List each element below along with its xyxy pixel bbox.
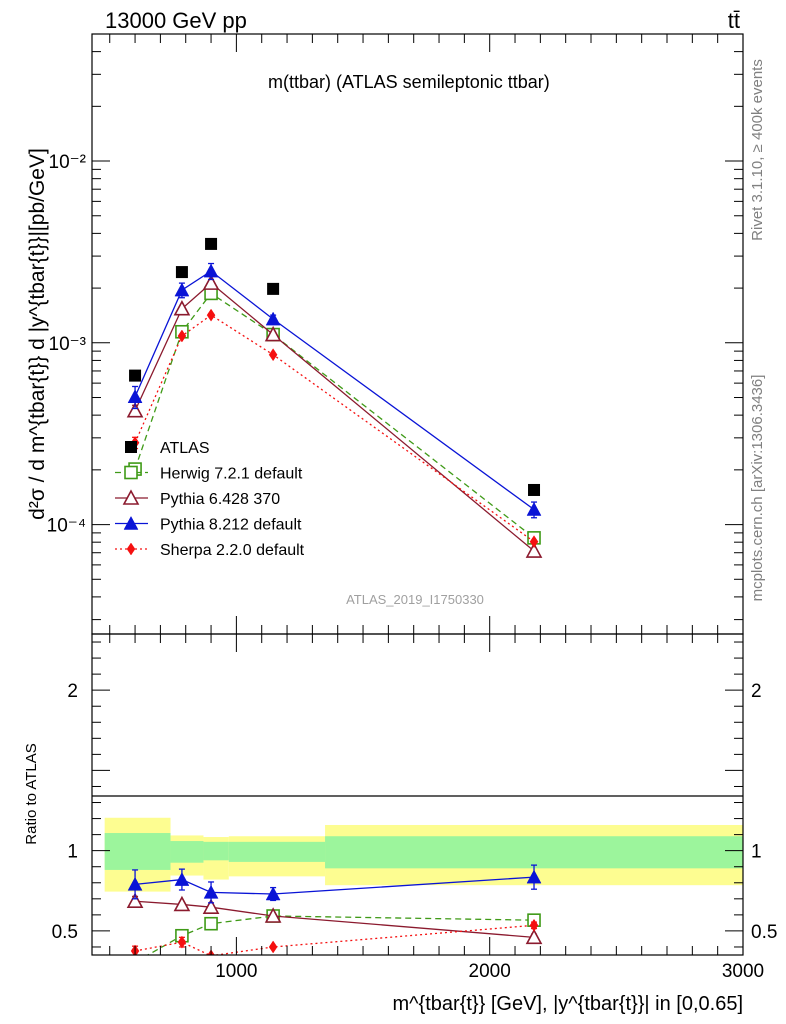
ratio-data-point — [526, 869, 542, 884]
legend-marker — [125, 441, 137, 453]
main-data-point — [268, 348, 278, 362]
legend-label: Herwig 7.2.1 default — [160, 466, 303, 483]
ratio-y-tick-label-right: 2 — [751, 681, 762, 702]
watermark: ATLAS_2019_I1750330 — [346, 592, 484, 607]
main-data-point — [203, 263, 219, 278]
ratio-data-point — [268, 940, 278, 954]
legend-label: ATLAS — [160, 440, 210, 457]
ratio-data-point — [126, 892, 144, 909]
main-data-point — [175, 266, 188, 279]
ratio-y-axis-label: Ratio to ATLAS — [23, 743, 40, 844]
ratio-data-point — [202, 898, 220, 914]
main-data-point — [264, 325, 282, 342]
x-tick-label: 1000 — [215, 961, 257, 982]
collision-label: 13000 GeV pp — [105, 8, 247, 33]
ratio-series-line — [135, 900, 535, 938]
legend-marker — [124, 465, 138, 480]
main-data-point — [126, 402, 144, 418]
legend-label: Sherpa 2.2.0 default — [160, 542, 305, 559]
main-series-2 — [126, 274, 543, 558]
x-tick-label: 2000 — [469, 961, 511, 982]
ratio-data-point — [204, 916, 218, 931]
legend-entry: ATLAS — [125, 440, 210, 457]
legend-label: Pythia 6.428 370 — [160, 491, 280, 508]
ratio-series-1 — [126, 892, 543, 945]
main-data-point — [174, 282, 190, 297]
x-axis-label: m^{tbar{t}} [GeV], |y^{tbar{t}}| in [0,0… — [393, 993, 744, 1015]
main-data-point — [129, 369, 142, 382]
main-series-4 — [130, 308, 539, 549]
uncertainty-band-green — [170, 841, 204, 863]
legend-marker — [122, 489, 140, 505]
legend-entry: Sherpa 2.2.0 default — [115, 542, 305, 559]
ratio-data-point — [174, 872, 190, 886]
main-series-3 — [127, 262, 542, 519]
ratio-panel: 2 2 1 1 0.5 0.5 1000 2000 3000 Ratio to ATLAS m^… — [23, 633, 777, 1015]
main-data-point — [267, 282, 280, 295]
uncertainty-band-green — [104, 833, 171, 870]
process-label: tt̄ — [728, 8, 740, 33]
main-data-point — [525, 542, 543, 558]
main-panel: 10⁻² 10⁻³ 10⁻⁴ d²σ / d m^{tbar{t}} d |y^{t… — [26, 33, 744, 635]
legend-marker — [126, 542, 136, 556]
legend-entry: Pythia 6.428 370 — [115, 489, 280, 508]
uncertainty-band-green — [325, 836, 743, 869]
ratio-y-tick-label: 2 — [67, 681, 78, 702]
uncertainty-band-green — [228, 841, 326, 862]
main-data-point — [205, 237, 218, 250]
main-data-point — [528, 483, 541, 496]
y-tick-label: 10⁻³ — [49, 334, 87, 355]
main-data-point — [265, 311, 281, 326]
chart-title: m(ttbar) (ATLAS semileptonic ttbar) — [268, 72, 550, 92]
side-label-bottom: mcplots.cern.ch [arXiv:1306.3436] — [749, 375, 766, 602]
legend-label: Pythia 8.212 default — [160, 517, 302, 534]
main-data-point — [206, 308, 216, 322]
y-tick-label: 10⁻² — [49, 152, 87, 173]
main-data-point — [202, 274, 220, 290]
main-data-point — [173, 300, 191, 316]
ratio-data-point — [264, 907, 282, 923]
ratio-y-tick-label-right: 1 — [751, 842, 762, 863]
ratio-data-point — [529, 918, 539, 932]
ratio-series-2 — [127, 864, 542, 904]
main-data-point — [529, 535, 539, 549]
main-data-point — [127, 389, 143, 403]
ratio-data-point — [127, 876, 143, 891]
ratio-data-point — [525, 928, 543, 945]
ratio-y-tick-label: 1 — [67, 842, 78, 863]
ratio-y-tick-label: 0.5 — [52, 922, 78, 943]
main-series-0 — [129, 237, 541, 496]
main-series-line — [134, 282, 535, 552]
ratio-y-tick-label-right: 0.5 — [751, 922, 777, 943]
ratio-data-point — [129, 956, 141, 968]
ratio-series-line — [134, 924, 535, 955]
ratio-data-point — [177, 935, 187, 949]
legend-entry: Pythia 8.212 default — [115, 515, 302, 534]
main-data-point — [177, 329, 187, 343]
ratio-series-0 — [129, 909, 541, 968]
ratio-data-point — [173, 895, 191, 912]
y-tick-label: 10⁻⁴ — [47, 516, 86, 537]
legend-entry: Herwig 7.2.1 default — [115, 466, 303, 483]
ratio-data-point — [203, 884, 219, 899]
ratio-data-point — [265, 886, 281, 901]
y-axis-label: d²σ / d m^{tbar{t}} d |y^{tbar{t}}|[pb/G… — [26, 148, 49, 520]
uncertainty-band-green — [203, 841, 229, 861]
legend: ATLAS Herwig 7.2.1 default Pythia 6.428 37… — [115, 440, 305, 559]
main-data-point — [526, 501, 542, 516]
x-tick-label: 3000 — [722, 961, 764, 982]
ratio-panel-frame — [91, 633, 744, 956]
legend-marker — [123, 515, 139, 530]
side-label-top: Rivet 3.1.10, ≥ 400k events — [749, 59, 766, 241]
